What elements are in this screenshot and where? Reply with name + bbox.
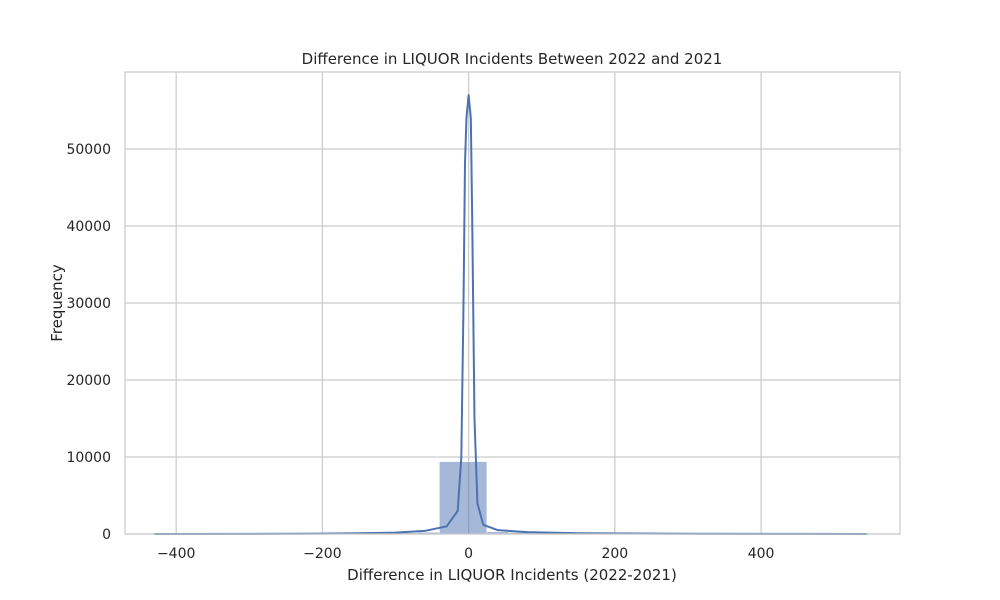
y-tick-label: 50000 xyxy=(66,142,111,158)
y-tick-label: 20000 xyxy=(66,373,111,389)
x-tick-label: 0 xyxy=(464,546,473,562)
x-axis-title: Difference in LIQUOR Incidents (2022-202… xyxy=(347,566,677,584)
y-tick-label: 10000 xyxy=(66,450,111,466)
x-tick-label: 200 xyxy=(601,546,628,562)
x-tick-label: 400 xyxy=(748,546,775,562)
y-tick-label: 0 xyxy=(102,527,111,543)
kde-line xyxy=(154,94,868,535)
y-tick-label: 40000 xyxy=(66,219,111,235)
y-axis-title: Frequency xyxy=(48,264,66,342)
kde-layer xyxy=(154,94,868,535)
y-tick-labels: 0 10000 20000 30000 40000 50000 xyxy=(66,142,111,543)
plot-area-frame xyxy=(124,71,901,535)
chart-title: Difference in LIQUOR Incidents Between 2… xyxy=(302,50,723,68)
x-tick-label: −400 xyxy=(157,546,195,562)
x-tick-label: −200 xyxy=(303,546,341,562)
histogram-bar xyxy=(439,461,488,535)
y-tick-label: 30000 xyxy=(66,296,111,312)
x-tick-labels: −400 −200 0 200 400 xyxy=(157,546,774,562)
